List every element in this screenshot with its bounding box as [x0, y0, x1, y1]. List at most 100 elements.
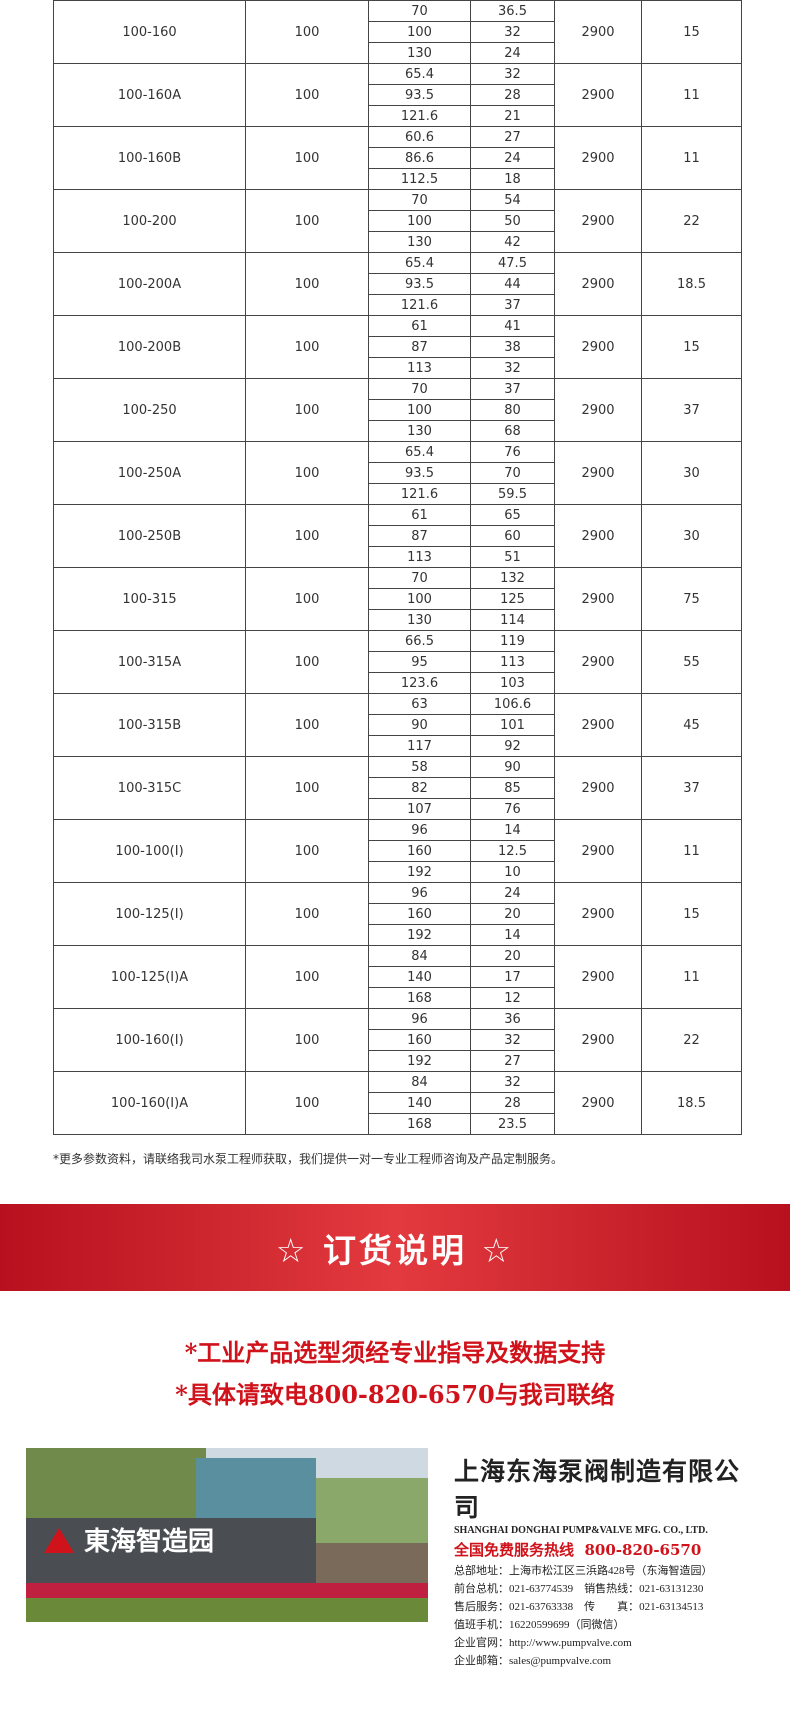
power-cell: 18.5: [642, 1072, 742, 1134]
flow-value: 123.6: [400, 675, 439, 691]
head-value: 28: [471, 1093, 554, 1114]
head-value: 21: [504, 108, 521, 124]
speed-cell: 2900: [555, 253, 642, 315]
head-cell: 20 17 12: [471, 946, 555, 1008]
table-row: 100-160(I) 100 96 160 192 36 32 27 2900 22: [54, 1008, 742, 1071]
power-cell: 11: [642, 820, 742, 882]
table-row: 100-250 100 70 100 130 37 80 68 2900 37: [54, 378, 742, 441]
flow-cell: 66.5 95 123.6: [369, 631, 471, 693]
flow-value: 168: [407, 990, 432, 1006]
head-value: 32: [471, 1030, 554, 1051]
flow-value: 93.5: [369, 85, 470, 106]
diameter-cell: 100: [246, 568, 369, 630]
company-info: 上海东海泵阀制造有限公司 SHANGHAI DONGHAI PUMP&VALVE…: [454, 1452, 754, 1670]
flow-value: 61: [369, 316, 470, 337]
flow-value: 82: [369, 778, 470, 799]
head-value: 101: [471, 715, 554, 736]
model-cell: 100-200A: [54, 253, 246, 315]
flow-value: 100: [369, 22, 470, 43]
flow-value: 66.5: [369, 631, 470, 652]
flow-value: 96: [369, 883, 470, 904]
speed-cell: 2900: [555, 631, 642, 693]
model-cell: 100-315B: [54, 694, 246, 756]
table-row: 100-100(I) 100 96 160 192 14 12.5 10 2900 11: [54, 819, 742, 882]
flow-value: 58: [369, 757, 470, 778]
flow-value: 140: [369, 967, 470, 988]
flow-value: 160: [369, 841, 470, 862]
head-value: 92: [504, 738, 521, 754]
diameter-cell: 100: [246, 757, 369, 819]
head-value: 37: [504, 297, 521, 313]
head-value: 20: [471, 946, 554, 967]
flow-cell: 60.6 86.6 112.5: [369, 127, 471, 189]
table-row: 100-200A 100 65.4 93.5 121.6 47.5 44 37 2900 18.5: [54, 252, 742, 315]
speed-cell: 2900: [555, 1, 642, 63]
head-value: 60: [471, 526, 554, 547]
diameter-cell: 100: [246, 883, 369, 945]
flow-cell: 63 90 117: [369, 694, 471, 756]
company-english: SHANGHAI DONGHAI PUMP&VALVE MFG. CO., LT…: [454, 1525, 708, 1536]
flow-cell: 61 87 113: [369, 505, 471, 567]
flow-cell: 70 100 130: [369, 379, 471, 441]
power-cell: 37: [642, 757, 742, 819]
power-cell: 18.5: [642, 253, 742, 315]
banner: ☆ 订货说明 ☆: [0, 1204, 790, 1291]
table-row: 100-315A 100 66.5 95 123.6 119 113 103 2900 55: [54, 630, 742, 693]
flow-cell: 96 160 192: [369, 1009, 471, 1071]
head-value: 42: [504, 234, 521, 250]
head-value: 24: [471, 883, 554, 904]
table-row: 100-200B 100 61 87 113 41 38 32 2900 15: [54, 315, 742, 378]
head-value: 37: [471, 379, 554, 400]
speed-cell: 2900: [555, 946, 642, 1008]
power-cell: 37: [642, 379, 742, 441]
diameter-cell: 100: [246, 379, 369, 441]
model-cell: 100-160: [54, 1, 246, 63]
power-cell: 30: [642, 505, 742, 567]
flow-value: 95: [369, 652, 470, 673]
power-cell: 75: [642, 568, 742, 630]
flow-value: 121.6: [400, 486, 439, 502]
flow-value: 121.6: [400, 108, 439, 124]
contact-line: 企业官网：http://www.pumpvalve.com: [454, 1637, 632, 1649]
head-value: 14: [504, 927, 521, 943]
model-cell: 100-160(I)A: [54, 1072, 246, 1134]
speed-cell: 2900: [555, 190, 642, 252]
speed-cell: 2900: [555, 64, 642, 126]
head-value: 32: [471, 64, 554, 85]
head-value: 44: [471, 274, 554, 295]
diameter-cell: 100: [246, 631, 369, 693]
table-row: 100-315C 100 58 82 107 90 85 76 2900 37: [54, 756, 742, 819]
flow-value: 65.4: [369, 64, 470, 85]
flow-value: 87: [369, 526, 470, 547]
model-cell: 100-160B: [54, 127, 246, 189]
head-value: 23.5: [498, 1116, 527, 1132]
table-row: 100-160(I)A 100 84 140 168 32 28 23.5 2900 18.5: [54, 1071, 742, 1134]
power-cell: 15: [642, 883, 742, 945]
flow-cell: 96 160 192: [369, 883, 471, 945]
head-value: 70: [471, 463, 554, 484]
flow-value: 96: [369, 820, 470, 841]
flow-value: 100: [369, 400, 470, 421]
flow-value: 130: [407, 612, 432, 628]
head-cell: 24 20 14: [471, 883, 555, 945]
head-cell: 36 32 27: [471, 1009, 555, 1071]
flow-cell: 96 160 192: [369, 820, 471, 882]
flow-value: 130: [407, 45, 432, 61]
speed-cell: 2900: [555, 1009, 642, 1071]
head-cell: 27 24 18: [471, 127, 555, 189]
diameter-cell: 100: [246, 127, 369, 189]
table-row: 100-315B 100 63 90 117 106.6 101 92 2900 45: [54, 693, 742, 756]
head-cell: 14 12.5 10: [471, 820, 555, 882]
speed-cell: 2900: [555, 442, 642, 504]
table-row: 100-200 100 70 100 130 54 50 42 2900 22: [54, 189, 742, 252]
flow-value: 86.6: [369, 148, 470, 169]
diameter-cell: 100: [246, 505, 369, 567]
head-value: 132: [471, 568, 554, 589]
speed-cell: 2900: [555, 568, 642, 630]
head-value: 113: [471, 652, 554, 673]
head-value: 14: [471, 820, 554, 841]
head-value: 10: [504, 864, 521, 880]
power-cell: 45: [642, 694, 742, 756]
hotline-number: 800-820-6570: [584, 1541, 702, 1559]
head-value: 38: [471, 337, 554, 358]
